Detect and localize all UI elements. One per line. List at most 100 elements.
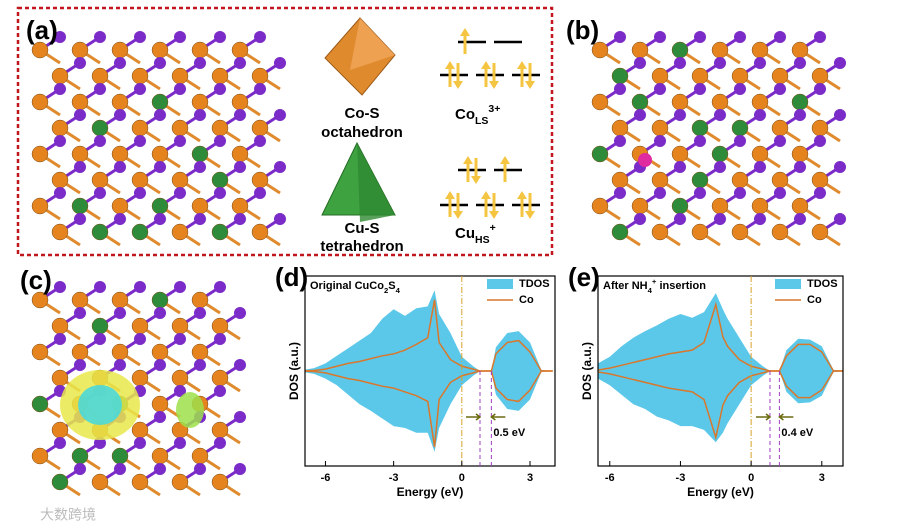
atom <box>814 83 826 95</box>
atom <box>111 145 129 163</box>
atom <box>131 369 149 387</box>
atom <box>191 343 209 361</box>
atom <box>774 187 786 199</box>
atom <box>214 385 226 397</box>
x-axis-label: Energy (eV) <box>687 485 754 499</box>
atom <box>674 213 686 225</box>
atom <box>31 197 49 215</box>
atom <box>231 145 249 163</box>
atom <box>71 447 89 465</box>
atom <box>54 135 66 147</box>
atom <box>214 83 226 95</box>
spin-head <box>525 81 535 89</box>
atom <box>154 411 166 423</box>
atom <box>154 307 166 319</box>
atom <box>734 31 746 43</box>
atom <box>194 109 206 121</box>
x-axis-label: Energy (eV) <box>397 485 464 499</box>
atom <box>191 41 209 59</box>
atom <box>171 119 189 137</box>
spin-head <box>445 61 455 69</box>
x-tick-label: 3 <box>527 472 533 484</box>
atom <box>251 119 269 137</box>
atom <box>131 223 149 241</box>
atom <box>234 463 246 475</box>
legend-label: TDOS <box>519 278 550 290</box>
atom <box>654 135 666 147</box>
atom <box>74 161 86 173</box>
atom <box>54 187 66 199</box>
atom <box>834 109 846 121</box>
atom <box>791 41 809 59</box>
atom <box>231 93 249 111</box>
atom <box>171 317 189 335</box>
atom <box>31 41 49 59</box>
ammonium <box>638 153 652 167</box>
panel-label: (d) <box>275 262 308 292</box>
atom <box>234 307 246 319</box>
atom <box>251 67 269 85</box>
atom <box>691 223 709 241</box>
atom <box>794 109 806 121</box>
panel-label: (b) <box>566 15 599 45</box>
atom <box>174 281 186 293</box>
atom <box>51 67 69 85</box>
x-tick-label: 3 <box>819 472 825 484</box>
atom <box>191 197 209 215</box>
atom <box>614 31 626 43</box>
atom <box>651 171 669 189</box>
spin-head <box>489 81 499 89</box>
atom <box>114 213 126 225</box>
atom <box>211 119 229 137</box>
atom <box>51 473 69 491</box>
spin-head <box>525 211 535 219</box>
atom <box>151 93 169 111</box>
atom <box>134 83 146 95</box>
charts: 0.5 eV -6 -3 0 3 Energy (eV) DOS (a.u.) (d) Orig… <box>275 262 844 499</box>
atom <box>174 437 186 449</box>
atom <box>714 161 726 173</box>
x-tick-label: -6 <box>605 472 615 484</box>
atom <box>134 333 146 345</box>
legend-swatch <box>487 279 513 289</box>
atom <box>214 281 226 293</box>
atom <box>254 83 266 95</box>
atom <box>694 135 706 147</box>
atom <box>694 83 706 95</box>
atom <box>114 57 126 69</box>
atom <box>794 161 806 173</box>
atom <box>131 171 149 189</box>
spin-head <box>489 211 499 219</box>
atom <box>74 213 86 225</box>
atom <box>131 473 149 491</box>
atom <box>171 369 189 387</box>
atom <box>234 411 246 423</box>
atom <box>154 57 166 69</box>
atom <box>234 359 246 371</box>
atom <box>614 187 626 199</box>
text-part: insertion <box>656 280 706 292</box>
atom <box>674 109 686 121</box>
atom <box>794 57 806 69</box>
text-part: Co <box>455 106 475 123</box>
octa-label: Co-S <box>345 105 380 122</box>
atom <box>91 223 109 241</box>
atom <box>91 171 109 189</box>
atom <box>651 223 669 241</box>
atom <box>634 213 646 225</box>
atom <box>754 57 766 69</box>
dos-line <box>305 370 553 448</box>
atom <box>171 473 189 491</box>
structures <box>31 31 846 497</box>
atom <box>111 447 129 465</box>
atom <box>614 83 626 95</box>
atom <box>834 161 846 173</box>
atom <box>674 57 686 69</box>
dos-area <box>598 371 843 443</box>
atom <box>734 135 746 147</box>
spin-head <box>453 81 463 89</box>
atom <box>814 187 826 199</box>
x-tick-label: 0 <box>748 472 754 484</box>
text-part: S <box>388 280 395 292</box>
